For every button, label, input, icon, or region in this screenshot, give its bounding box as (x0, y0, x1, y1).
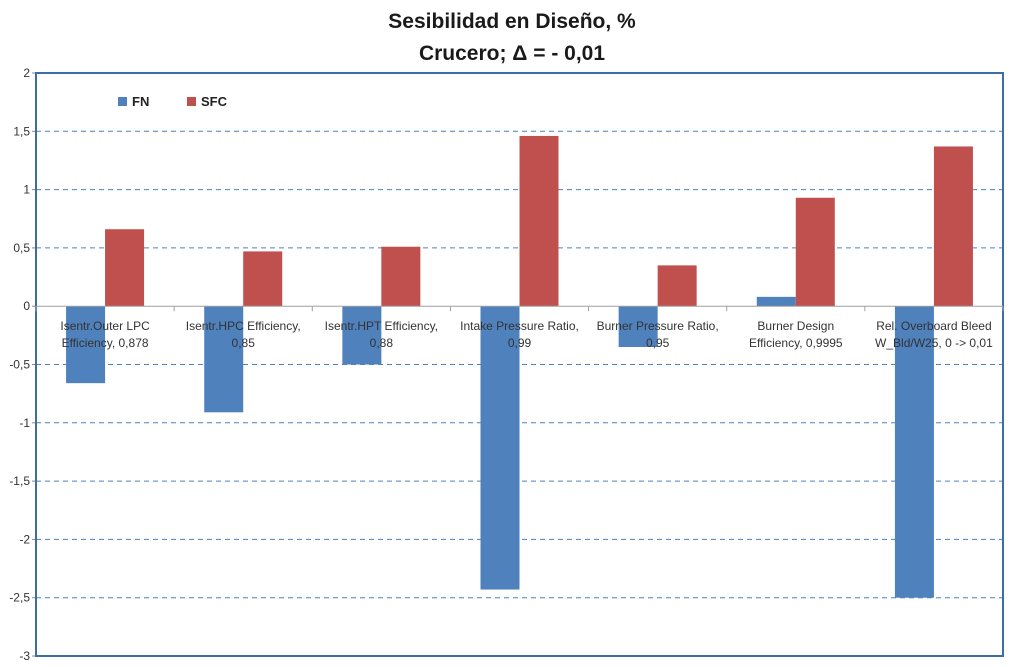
x-category-label: Burner Pressure Ratio, (597, 319, 719, 333)
bar-fn (66, 306, 106, 384)
legend-swatch-sfc (187, 97, 196, 106)
x-category-label: 0,85 (232, 336, 256, 350)
bar-sfc (381, 246, 421, 307)
bar-fn (618, 306, 658, 348)
bar-sfc (105, 229, 145, 307)
x-category-label: W_Bld/W25, 0 -> 0,01 (875, 336, 993, 350)
y-tick-label: 1 (23, 183, 30, 197)
legend-label-sfc: SFC (201, 94, 228, 109)
x-category-label: Rel. Overboard Bleed (876, 319, 991, 333)
y-tick-label: -2 (19, 532, 30, 546)
bar-fn (756, 296, 796, 307)
bar-fn (894, 306, 934, 598)
y-tick-label: -1 (19, 416, 30, 430)
x-category-label: Isentr.HPC Efficiency, (186, 319, 301, 333)
legend-swatch-fn (118, 97, 127, 106)
y-tick-label: 0,5 (13, 241, 30, 255)
bar-sfc (933, 146, 973, 307)
plot-border (35, 72, 1004, 657)
bar-sfc (243, 251, 283, 307)
chart-subtitle: Crucero; Δ = - 0,01 (418, 42, 606, 65)
y-tick-label: 2 (23, 66, 30, 80)
x-category-label: Intake Pressure Ratio, (460, 319, 579, 333)
bar-fn (342, 306, 382, 365)
x-category-label: Isentr.HPT Efficiency, (325, 319, 438, 333)
x-category-label: Isentr.Outer LPC (60, 319, 150, 333)
x-category-label: Burner Design (757, 319, 834, 333)
bar-sfc (657, 265, 697, 307)
x-category-label: Efficiency, 0,878 (62, 336, 149, 350)
y-tick-label: 0 (23, 299, 30, 313)
x-category-label: 0,99 (508, 336, 532, 350)
x-category-label: Efficiency, 0,9995 (749, 336, 843, 350)
y-tick-label: 1,5 (13, 124, 30, 138)
y-tick-label: -0,5 (9, 358, 30, 372)
x-category-label: 0,95 (646, 336, 670, 350)
y-tick-label: -3 (19, 649, 30, 663)
y-tick-label: -2,5 (9, 591, 30, 605)
bar-fn (480, 306, 520, 590)
legend-label-fn: FN (132, 94, 149, 109)
bar-sfc (795, 197, 835, 307)
y-tick-label: -1,5 (9, 474, 30, 488)
bar-fn (204, 306, 244, 413)
x-category-label: 0,88 (370, 336, 394, 350)
bar-sfc (519, 135, 559, 307)
chart-title: Sesibilidad en Diseño, % (388, 10, 636, 33)
